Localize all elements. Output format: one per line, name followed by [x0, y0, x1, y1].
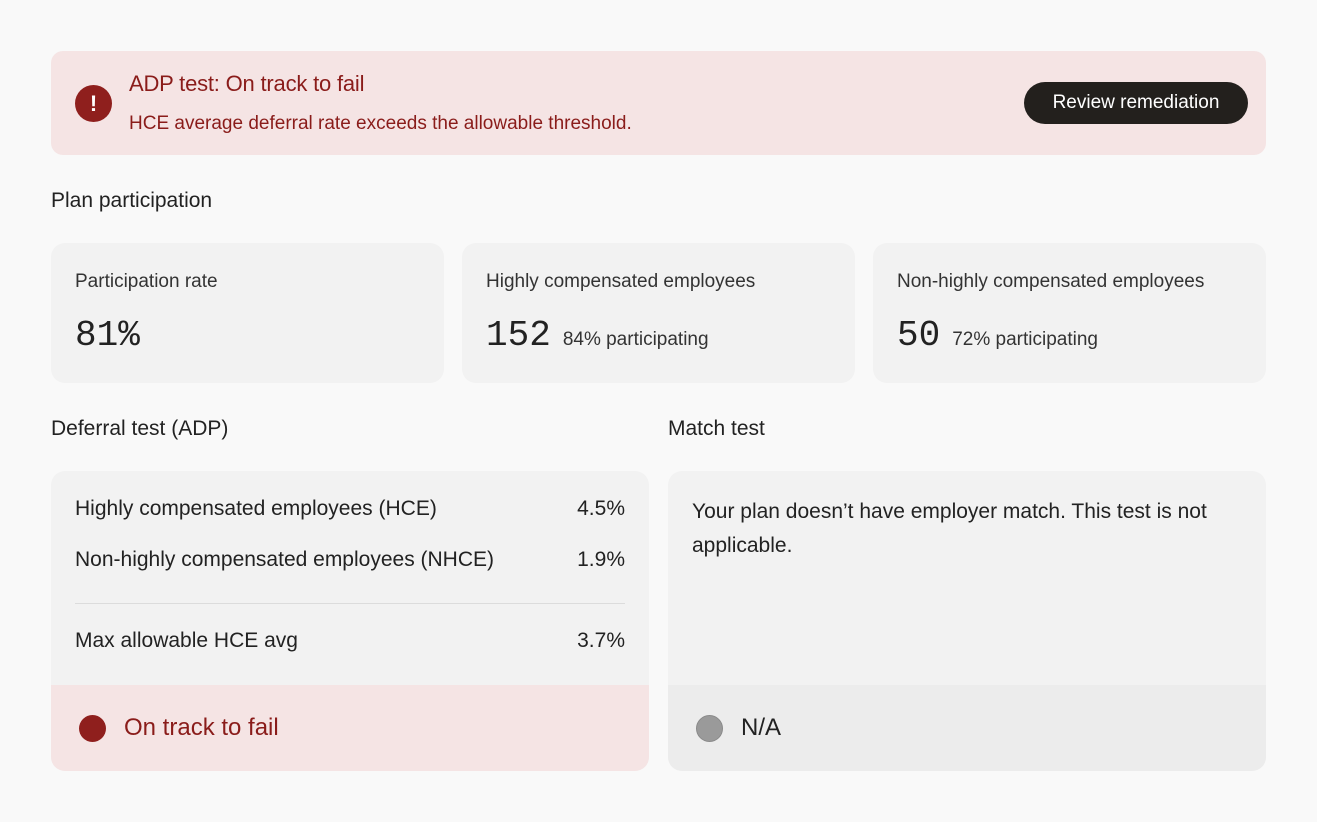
- stat-label: Non-highly compensated employees: [897, 271, 1205, 292]
- review-remediation-button[interactable]: Review remediation: [1024, 82, 1248, 124]
- stat-value-row: 81%: [75, 315, 140, 356]
- alert-description: HCE average deferral rate exceeds the al…: [129, 113, 632, 134]
- nhce-card: Non-highly compensated employees 50 72% …: [873, 243, 1266, 383]
- stat-subtext: 84% participating: [562, 329, 709, 350]
- fail-status-dot-icon: [79, 714, 106, 742]
- hce-rate-row: Highly compensated employees (HCE) 4.5%: [75, 497, 625, 521]
- row-value: 4.5%: [577, 497, 625, 520]
- match-status-bar: N/A: [668, 685, 1266, 771]
- status-label: N/A: [741, 714, 782, 741]
- max-allowable-row: Max allowable HCE avg 3.7%: [75, 629, 625, 653]
- divider: [75, 603, 625, 604]
- stat-value: 50: [897, 315, 941, 356]
- adp-alert-banner: ! ADP test: On track to fail HCE average…: [51, 51, 1266, 155]
- stat-label: Highly compensated employees: [486, 271, 756, 292]
- match-test-message: Your plan doesn’t have employer match. T…: [692, 500, 1207, 557]
- row-value: 3.7%: [577, 629, 625, 652]
- stat-value: 81%: [75, 315, 140, 356]
- deferral-test-title: Deferral test (ADP): [51, 417, 229, 440]
- deferral-test-card: Highly compensated employees (HCE) 4.5% …: [51, 471, 649, 771]
- stat-value-row: 50 72% participating: [897, 315, 1098, 356]
- stat-value: 152: [486, 315, 551, 356]
- row-value: 1.9%: [577, 548, 625, 571]
- plan-participation-title: Plan participation: [51, 189, 213, 212]
- hce-card: Highly compensated employees 152 84% par…: [462, 243, 855, 383]
- nhce-rate-row: Non-highly compensated employees (NHCE) …: [75, 548, 625, 572]
- match-test-card: Your plan doesn’t have employer match. T…: [668, 471, 1266, 771]
- status-label: On track to fail: [124, 714, 279, 741]
- alert-title: ADP test: On track to fail: [129, 71, 365, 96]
- exclamation-icon: !: [75, 85, 112, 122]
- neutral-status-dot-icon: [696, 714, 723, 742]
- stat-label: Participation rate: [75, 271, 218, 292]
- deferral-status-bar: On track to fail: [51, 685, 649, 771]
- participation-rate-card: Participation rate 81%: [51, 243, 444, 383]
- row-label: Non-highly compensated employees (NHCE): [75, 548, 495, 571]
- match-test-title: Match test: [668, 417, 765, 440]
- stat-value-row: 152 84% participating: [486, 315, 709, 356]
- stat-subtext: 72% participating: [952, 329, 1098, 350]
- row-label: Max allowable HCE avg: [75, 629, 298, 652]
- row-label: Highly compensated employees (HCE): [75, 497, 437, 520]
